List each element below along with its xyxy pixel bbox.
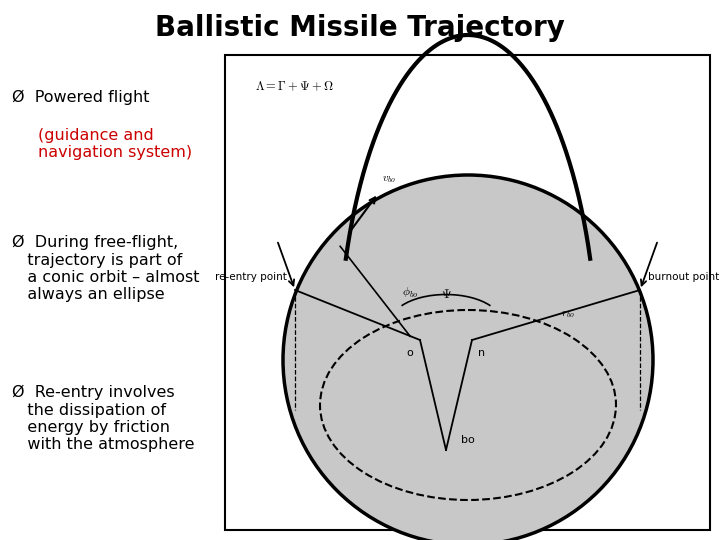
Ellipse shape — [283, 175, 653, 540]
Text: $r_{bo}$: $r_{bo}$ — [561, 309, 575, 320]
Text: Ø  Re-entry involves
   the dissipation of
   energy by friction
   with the atm: Ø Re-entry involves the dissipation of e… — [12, 385, 194, 453]
Text: Ø  During free-flight,
   trajectory is part of
   a conic orbit – almost
   alw: Ø During free-flight, trajectory is part… — [12, 235, 199, 302]
Text: $\Lambda = \Gamma + \Psi + \Omega$: $\Lambda = \Gamma + \Psi + \Omega$ — [255, 80, 334, 93]
Text: o: o — [407, 348, 413, 358]
Text: re-entry point: re-entry point — [215, 272, 287, 282]
Bar — [225, 55, 710, 530]
Text: n: n — [478, 348, 485, 358]
Text: burnout point: burnout point — [648, 272, 719, 282]
Text: $\Psi$: $\Psi$ — [441, 288, 451, 301]
Text: bo: bo — [461, 435, 474, 445]
Text: Ballistic Missile Trajectory: Ballistic Missile Trajectory — [155, 14, 565, 42]
Text: (guidance and
navigation system): (guidance and navigation system) — [38, 128, 192, 160]
Text: $v_{bo}$: $v_{bo}$ — [382, 174, 397, 185]
Text: Ø  Powered flight: Ø Powered flight — [12, 90, 150, 105]
Text: $\phi_{bo}$: $\phi_{bo}$ — [402, 286, 418, 300]
